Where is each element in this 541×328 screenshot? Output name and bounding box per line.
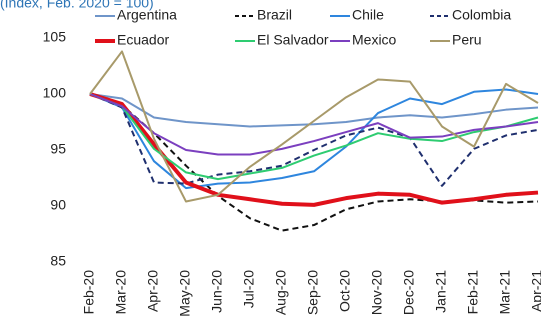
legend-label: Argentina: [117, 7, 177, 23]
legend-label: Brazil: [257, 7, 292, 23]
y-tick-label: 90: [50, 197, 66, 213]
y-tick-label: 85: [50, 253, 66, 269]
legend-label: El Salvador: [257, 32, 329, 48]
x-tick-label: Mar-21: [497, 270, 513, 315]
x-tick-label: Aug-20: [273, 270, 289, 315]
legend-label: Mexico: [352, 32, 397, 48]
y-tick-label: 100: [43, 85, 67, 101]
x-tick-label: Oct-20: [337, 270, 353, 312]
x-tick-label: Jul-20: [241, 270, 257, 308]
x-tick-label: Nov-20: [369, 270, 385, 315]
legend-label: Chile: [352, 7, 384, 23]
series-line: [89, 93, 539, 128]
series-line: [89, 50, 539, 203]
x-tick-label: Mar-20: [113, 270, 129, 315]
legend-label: Peru: [452, 32, 482, 48]
series-line: [89, 88, 539, 190]
series-line: [89, 93, 539, 156]
x-tick-label: Apr-20: [145, 270, 161, 312]
legend-label: Colombia: [452, 7, 511, 23]
x-tick-label: Dec-20: [401, 270, 417, 315]
x-tick-label: May-20: [177, 270, 193, 317]
y-tick-label: 105: [43, 29, 67, 45]
series-line: [89, 93, 539, 187]
x-tick-label: Feb-21: [465, 270, 481, 315]
x-tick-label: Apr-21: [529, 270, 541, 312]
x-tick-label: Sep-20: [305, 270, 321, 315]
y-tick-label: 95: [50, 141, 66, 157]
legend-label: Ecuador: [117, 32, 169, 48]
chart-subtitle: (Index, Feb. 2020 = 100): [0, 0, 154, 11]
x-tick-label: Jan-21: [433, 270, 449, 313]
x-tick-label: Jun-20: [209, 270, 225, 313]
series-line: [89, 93, 539, 181]
x-tick-label: Feb-20: [81, 270, 97, 315]
